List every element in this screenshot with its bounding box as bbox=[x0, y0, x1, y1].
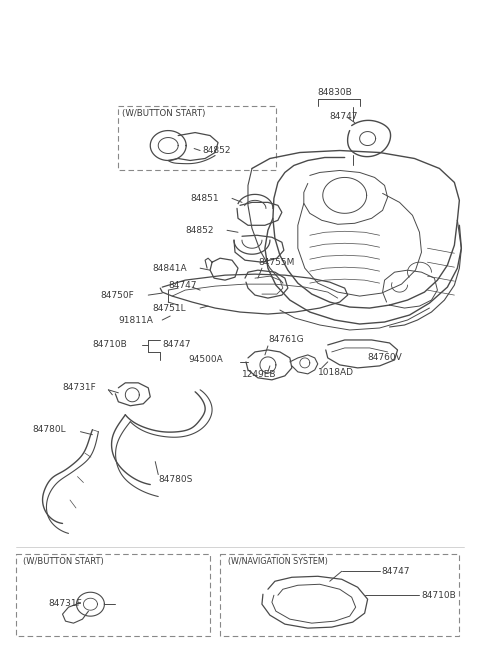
Text: 84841A: 84841A bbox=[152, 264, 187, 272]
Text: 84731F: 84731F bbox=[62, 383, 96, 392]
Text: 94500A: 94500A bbox=[188, 356, 223, 364]
Bar bbox=[220, 554, 459, 636]
Text: (W/NAVIGATION SYSTEM): (W/NAVIGATION SYSTEM) bbox=[228, 557, 328, 566]
Text: 84747: 84747 bbox=[162, 341, 191, 350]
Text: 1018AD: 1018AD bbox=[318, 368, 354, 377]
Bar bbox=[119, 105, 276, 170]
Text: 84750F: 84750F bbox=[100, 291, 134, 299]
Text: 1249EB: 1249EB bbox=[242, 370, 276, 379]
Text: 91811A: 91811A bbox=[119, 316, 153, 324]
Text: 84755M: 84755M bbox=[258, 257, 294, 267]
Text: 84852: 84852 bbox=[202, 146, 230, 155]
Text: 84780S: 84780S bbox=[158, 475, 192, 484]
Text: 84731F: 84731F bbox=[48, 599, 82, 608]
Text: (W/BUTTON START): (W/BUTTON START) bbox=[122, 109, 206, 118]
Text: (W/BUTTON START): (W/BUTTON START) bbox=[23, 557, 103, 566]
Text: 84710B: 84710B bbox=[421, 591, 456, 600]
Text: 84751L: 84751L bbox=[152, 303, 186, 312]
Text: 84747: 84747 bbox=[330, 112, 358, 121]
Text: 84710B: 84710B bbox=[93, 341, 127, 350]
Text: 84830B: 84830B bbox=[318, 88, 352, 97]
Text: 84851: 84851 bbox=[190, 194, 219, 203]
Text: 84852: 84852 bbox=[185, 226, 214, 234]
Text: 84747: 84747 bbox=[382, 567, 410, 576]
Bar bbox=[16, 554, 210, 636]
Text: 84780L: 84780L bbox=[33, 425, 66, 434]
Text: 84747: 84747 bbox=[168, 280, 197, 290]
Text: 84761G: 84761G bbox=[268, 335, 303, 345]
Text: 84760V: 84760V bbox=[368, 354, 402, 362]
